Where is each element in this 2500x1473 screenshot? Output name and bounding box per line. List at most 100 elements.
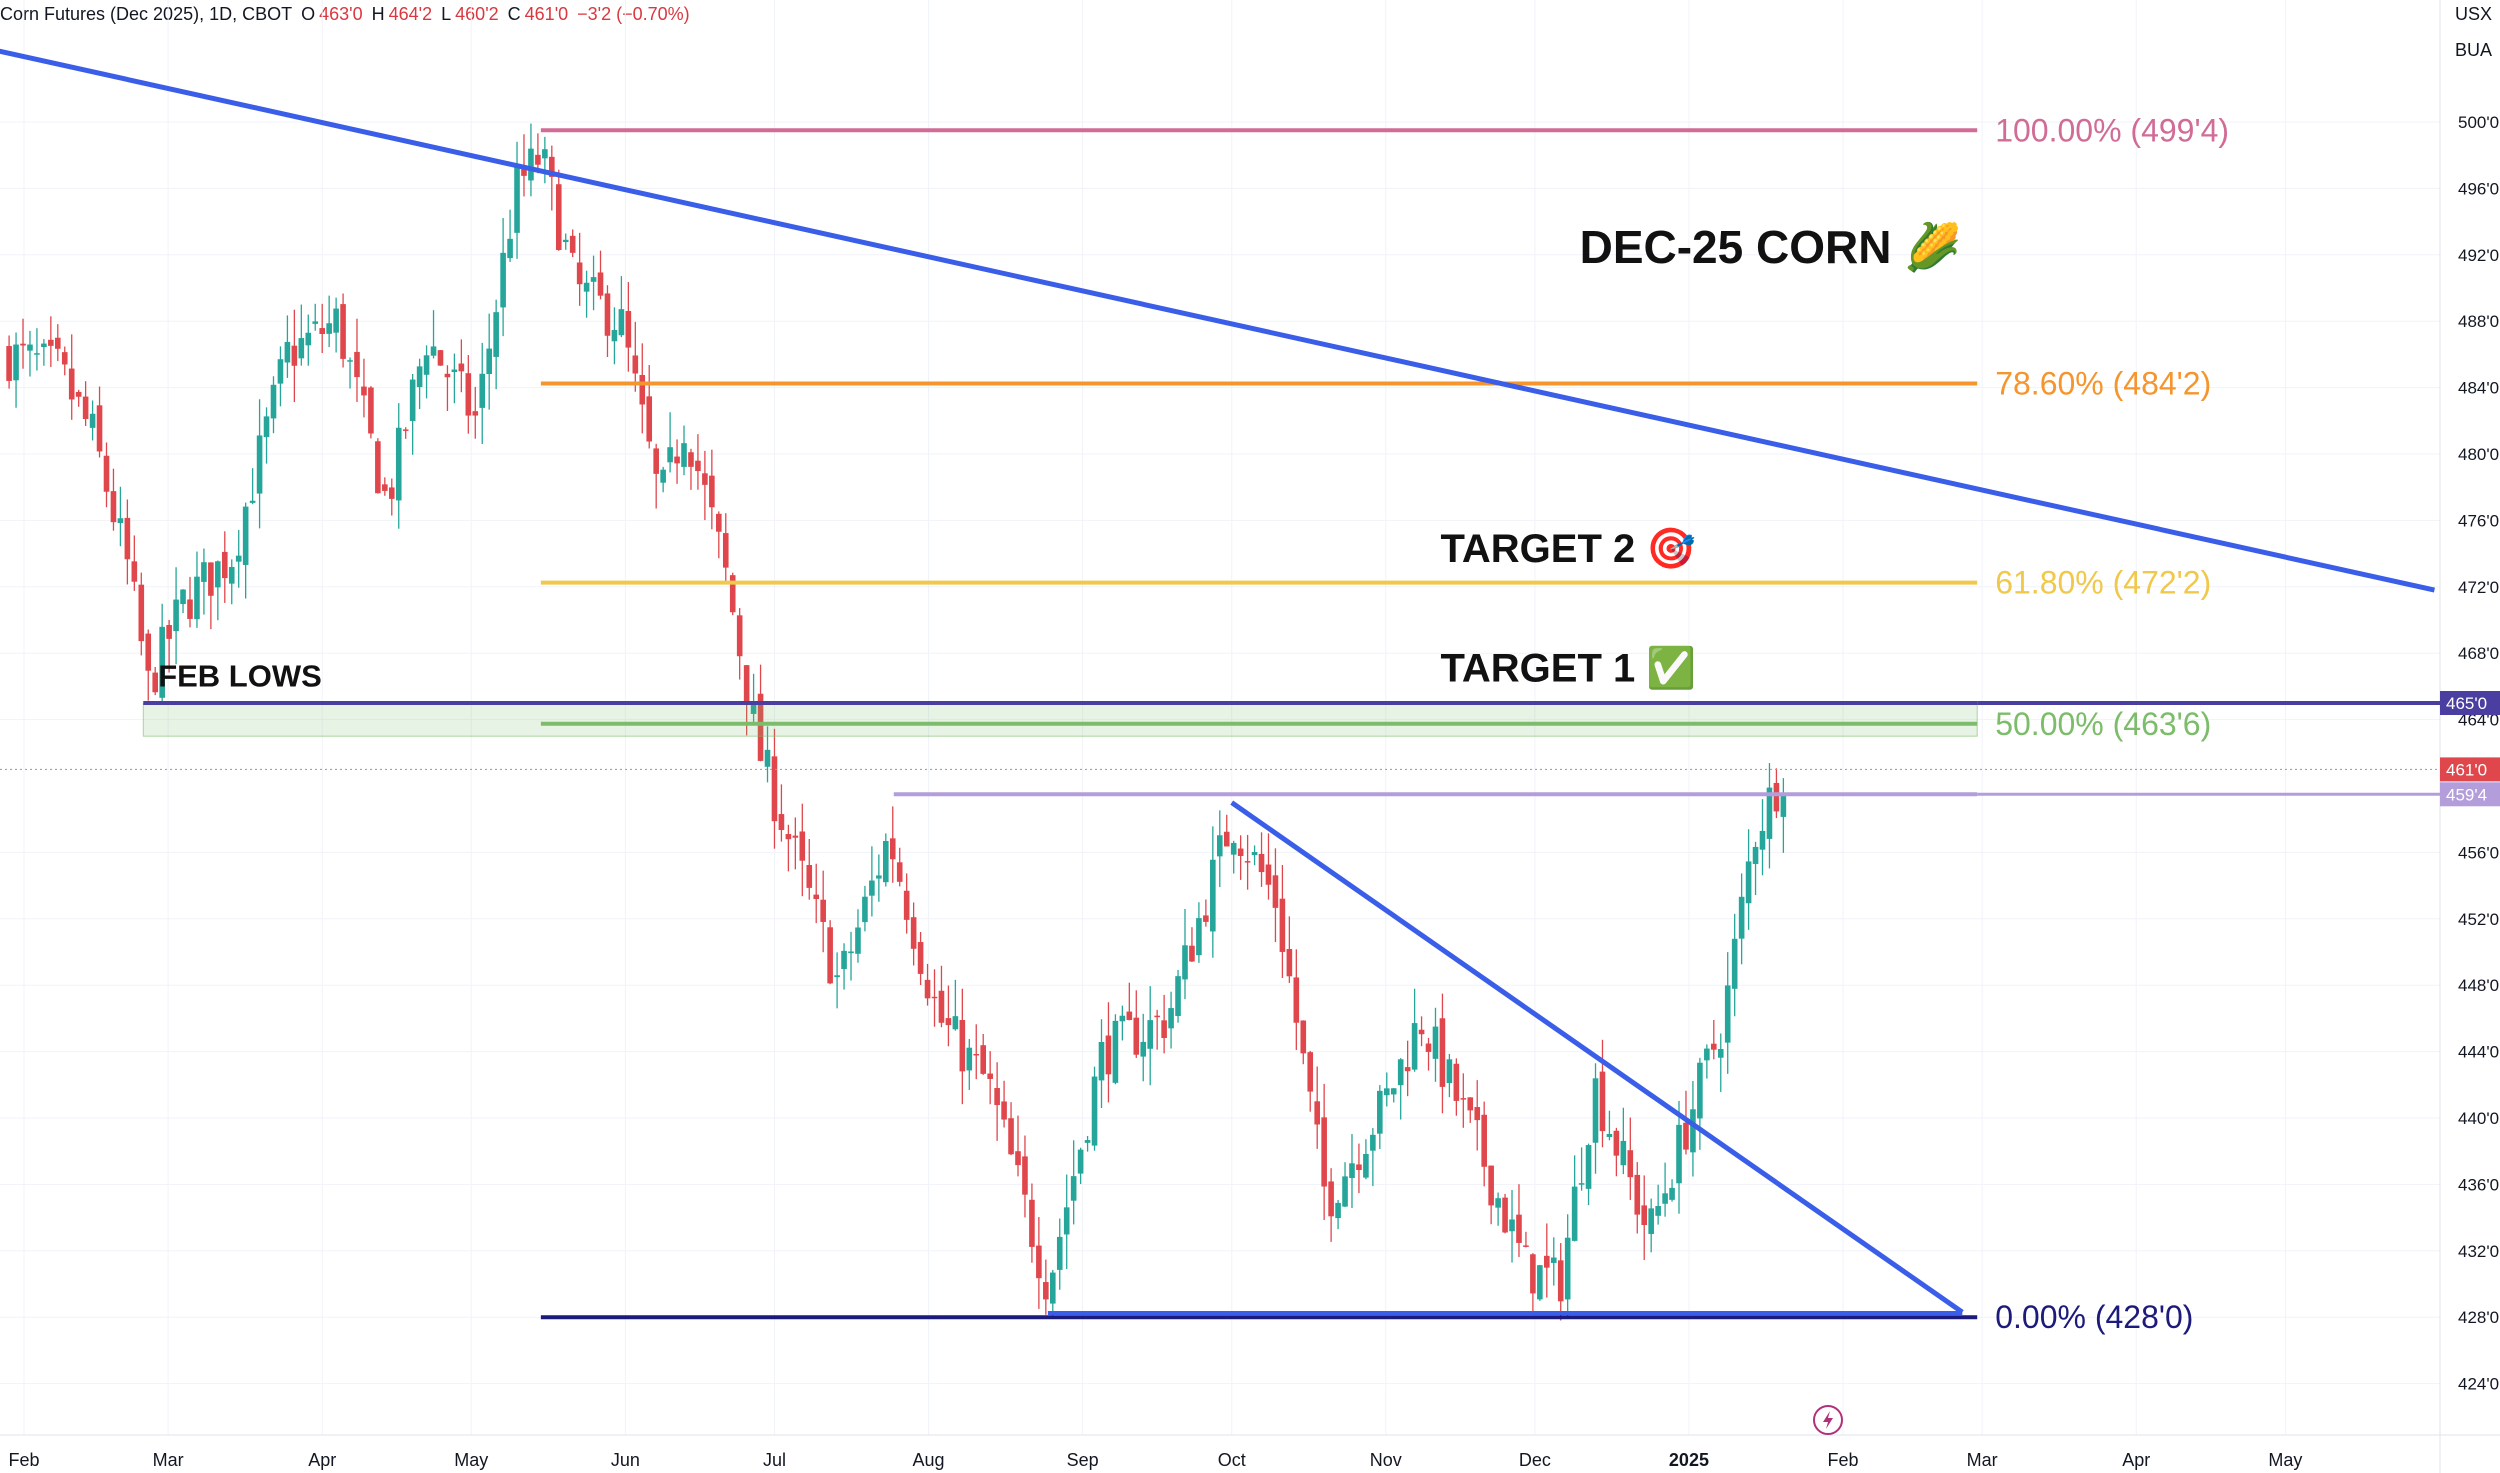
candle-body <box>646 396 653 442</box>
candle-body <box>869 880 875 896</box>
candle-body <box>1711 1043 1717 1050</box>
candle-body <box>1662 1193 1668 1204</box>
candle-body <box>785 834 792 840</box>
y-tick-label: 496'0 <box>2458 179 2499 198</box>
trendline-long-downtrend <box>0 48 2435 593</box>
x-tick-label: Feb <box>1828 1450 1859 1470</box>
candle-body <box>702 473 708 485</box>
candle-body <box>1516 1214 1522 1243</box>
y-tick-label: 452'0 <box>2458 910 2499 929</box>
candle-body <box>1001 1101 1007 1120</box>
candle-body <box>493 312 499 357</box>
candle-body <box>855 927 861 954</box>
candle-body <box>41 343 47 348</box>
candle-body <box>549 156 555 177</box>
annotation-label: TARGET 1 ✅ <box>1440 644 1696 690</box>
candle-body <box>674 456 680 464</box>
candle-body <box>20 343 26 346</box>
candle-body <box>507 238 513 259</box>
candle-body <box>326 323 332 334</box>
candle-body <box>1550 1257 1557 1263</box>
candle-body <box>228 567 235 584</box>
candle-body <box>1613 1130 1620 1156</box>
price-axis-badge-label: 461'0 <box>2446 760 2487 779</box>
x-tick-label: Feb <box>8 1450 39 1470</box>
candle-body <box>1008 1118 1014 1155</box>
fib-level-label: 61.80% (472'2) <box>1995 565 2211 601</box>
candle-body <box>806 865 813 888</box>
candle-body <box>1161 1020 1167 1039</box>
candle-body <box>1154 1015 1160 1018</box>
candle-body <box>743 665 750 705</box>
candle-body <box>973 1053 980 1056</box>
low-label: L <box>441 4 452 24</box>
candle-body <box>1307 1052 1314 1092</box>
candle-body <box>528 148 534 181</box>
y-tick-label: 448'0 <box>2458 976 2499 995</box>
candle-body <box>96 405 103 452</box>
candle-body <box>1571 1186 1578 1241</box>
candle-body <box>569 235 576 253</box>
candle-body <box>1578 1183 1585 1185</box>
candle-body <box>152 672 159 693</box>
candle-body <box>1390 1088 1397 1095</box>
candle-body <box>221 551 228 579</box>
candle-body <box>375 441 381 494</box>
candle-body <box>667 447 673 463</box>
candle-body <box>1182 945 1188 980</box>
annotation-label: DEC-25 CORN 🌽 <box>1580 219 1962 274</box>
candle-body <box>896 862 903 882</box>
candle-body <box>910 917 917 949</box>
candle-body <box>1724 985 1731 1043</box>
candle-body <box>535 154 541 165</box>
quantity-unit[interactable]: BUA <box>2454 40 2492 60</box>
candle-body <box>1237 848 1244 857</box>
candle-body <box>848 951 854 954</box>
price-axis-badge-label: 459'4 <box>2446 785 2487 804</box>
candle-body <box>820 899 826 922</box>
candle-body <box>368 387 374 434</box>
y-tick-label: 488'0 <box>2458 312 2499 331</box>
candle-body <box>444 373 451 378</box>
annotation-label: TARGET 2 🎯 <box>1440 527 1696 571</box>
currency-unit[interactable]: USX <box>2454 4 2492 24</box>
x-tick-label: Apr <box>308 1450 336 1470</box>
y-tick-label: 476'0 <box>2458 511 2499 530</box>
candle-body <box>716 513 722 532</box>
candle-body <box>1599 1071 1606 1132</box>
candle-body <box>1404 1067 1411 1072</box>
candle-body <box>382 484 388 491</box>
candle-body <box>1251 852 1258 856</box>
price-axis-badge-label: 465'0 <box>2446 694 2487 713</box>
y-tick-label: 464'0 <box>2458 711 2499 730</box>
candle-body <box>618 309 625 336</box>
candle-body <box>270 384 277 419</box>
candle-body <box>6 346 12 381</box>
candle-body <box>688 452 694 467</box>
candle-body <box>1592 1078 1599 1143</box>
candle-body <box>931 996 938 999</box>
candle-body <box>131 561 138 582</box>
candle-body <box>1119 1015 1126 1022</box>
candle-body <box>1509 1219 1515 1232</box>
candle-body <box>555 184 562 250</box>
fib-level-label: 50.00% (463'6) <box>1995 706 2211 742</box>
x-tick-label: Sep <box>1067 1450 1099 1470</box>
candle-body <box>1321 1117 1327 1187</box>
candle-body <box>1112 1020 1119 1083</box>
candle-body <box>180 589 186 605</box>
x-tick-label: May <box>2268 1450 2302 1470</box>
candle-body <box>1585 1145 1592 1189</box>
high-label: H <box>371 4 385 24</box>
candle-body <box>1084 1140 1091 1143</box>
x-tick-label: Jul <box>763 1450 786 1470</box>
candle-body <box>729 575 736 613</box>
y-tick-label: 436'0 <box>2458 1175 2499 1194</box>
candle-body <box>1043 1282 1049 1300</box>
candle-body <box>1356 1164 1362 1171</box>
fib-level-label: 0.00% (428'0) <box>1995 1299 2193 1335</box>
candle-body <box>1731 938 1738 989</box>
candle-body <box>1495 1198 1501 1208</box>
candle-body <box>34 353 40 355</box>
